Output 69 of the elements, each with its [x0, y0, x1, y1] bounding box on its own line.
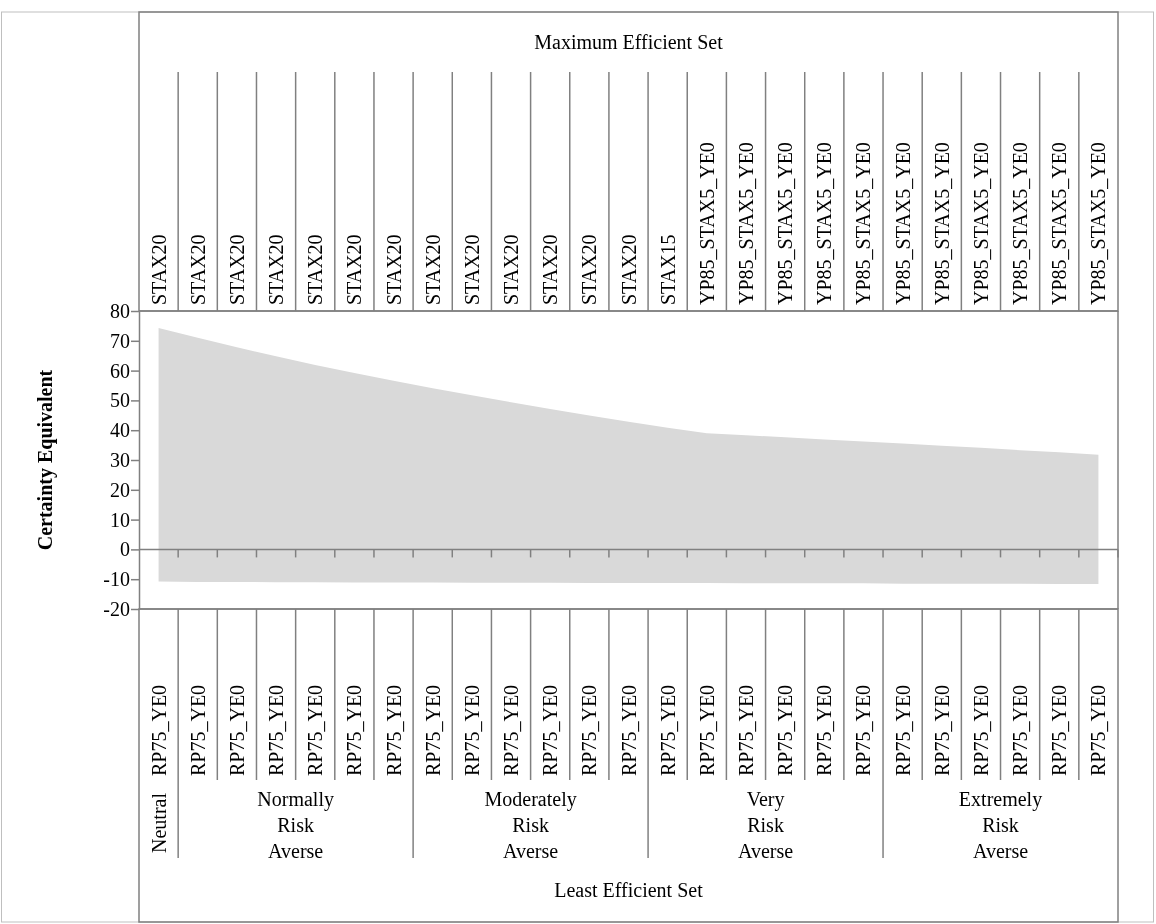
text: Normally Risk Averse: [257, 788, 334, 862]
x-tick-label: RP75_YE0: [186, 684, 209, 776]
text: YP85_STAX5_YE0: [969, 142, 992, 305]
text: STAX20: [304, 234, 327, 305]
x-tick-label: RP75_YE0: [852, 684, 875, 776]
x-tick-label: RP75_YE0: [460, 684, 483, 776]
text: Neutral: [147, 792, 170, 853]
x-tick-label: RP75_YE0: [930, 684, 953, 776]
x-tick-label: RP75_YE0: [695, 684, 718, 776]
y-tick-label: 70: [110, 329, 130, 352]
y-tick-label: 50: [110, 389, 130, 412]
text: YP85_STAX5_YE0: [813, 142, 836, 305]
x-tick-label: RP75_YE0: [734, 684, 757, 776]
x-tick-label: RP75_YE0: [578, 684, 601, 776]
text: STAX15: [656, 234, 679, 305]
y-tick-label: 80: [110, 299, 130, 322]
x-tick-label: RP75_YE0: [539, 684, 562, 776]
text: STAX20: [265, 234, 288, 305]
text: STAX20: [147, 234, 170, 305]
x-tick-label: RP75_YE0: [656, 684, 679, 776]
x-tick-label: RP75_YE0: [813, 684, 836, 776]
text: YP85_STAX5_YE0: [891, 142, 914, 305]
text: STAX20: [617, 234, 640, 305]
y-tick-label: 30: [110, 448, 130, 471]
text: YP85_STAX5_YE0: [852, 142, 875, 305]
text: STAX20: [421, 234, 444, 305]
text: Very Risk Averse: [737, 788, 794, 862]
x-tick-label: RP75_YE0: [147, 684, 170, 776]
x-tick-label: RP75_YE0: [891, 684, 914, 776]
y-tick-label: 0: [120, 538, 130, 561]
text: STAX20: [186, 234, 209, 305]
x-tick-label: RP75_YE0: [1087, 684, 1110, 776]
x-tick-label: RP75_YE0: [500, 684, 523, 776]
x-tick-label: RP75_YE0: [774, 684, 797, 776]
y-tick-label: 10: [110, 508, 130, 531]
text: YP85_STAX5_YE0: [930, 142, 953, 305]
x-tick-label: RP75_YE0: [225, 684, 248, 776]
text: Moderately Risk Averse: [484, 788, 577, 862]
text: STAX20: [460, 234, 483, 305]
y-tick-label: -10: [103, 568, 130, 591]
text: STAX20: [500, 234, 523, 305]
x2-axis-title: Maximum Efficient Set: [534, 31, 724, 53]
text: STAX20: [539, 234, 562, 305]
text: STAX20: [343, 234, 366, 305]
text: STAX20: [578, 234, 601, 305]
x-tick-label: RP75_YE0: [343, 684, 366, 776]
x-tick-label: RP75_YE0: [265, 684, 288, 776]
y-tick-label: 20: [110, 478, 130, 501]
x-tick-label: RP75_YE0: [421, 684, 444, 776]
y-axis-title: Certainty Equivalent: [34, 369, 57, 551]
text: YP85_STAX5_YE0: [1087, 142, 1110, 305]
text: YP85_STAX5_YE0: [774, 142, 797, 305]
text: Extremely Risk Averse: [958, 788, 1043, 862]
x-tick-label: RP75_YE0: [1009, 684, 1032, 776]
x-tick-label: RP75_YE0: [304, 684, 327, 776]
text: YP85_STAX5_YE0: [734, 142, 757, 305]
text: Least Efficient Set: [554, 879, 704, 901]
x-tick-label: RP75_YE0: [1048, 684, 1071, 776]
text: YP85_STAX5_YE0: [1009, 142, 1032, 305]
x-tick-label: RP75_YE0: [969, 684, 992, 776]
y-tick-label: -20: [103, 597, 130, 620]
x-tick-label: RP75_YE0: [617, 684, 640, 776]
text: YP85_STAX5_YE0: [695, 142, 718, 305]
y-tick-label: 60: [110, 359, 130, 382]
x-tick-label: RP75_YE0: [382, 684, 405, 776]
y-tick-label: 40: [110, 419, 130, 442]
text: YP85_STAX5_YE0: [1048, 142, 1071, 305]
text: STAX20: [225, 234, 248, 305]
text: STAX20: [382, 234, 405, 305]
